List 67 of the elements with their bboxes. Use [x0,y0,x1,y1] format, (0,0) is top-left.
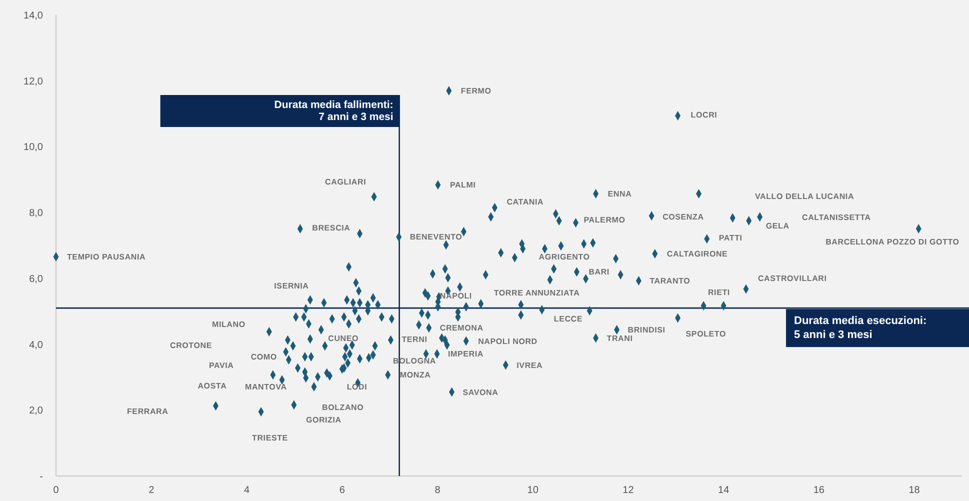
annotation: LOCRI [690,110,718,120]
annotation: MONZA [400,370,431,380]
y-tick-label: - [40,472,43,482]
x-tick-label: 8 [434,485,441,496]
x-tick-label: 14 [718,485,730,496]
annotation: CALTANISSETTA [802,212,871,222]
annotation: LECCE [554,314,583,324]
x-tick-label: 12 [622,485,634,496]
annotation: GELA [766,222,790,231]
annotation: CALTAGIRONE [666,250,728,259]
annotation: AGRIGENTO [538,252,590,262]
x-tick-label: 10 [527,485,539,496]
x-tick-label: 18 [908,485,920,496]
annotation: TRIESTE [252,434,288,443]
annotation: PALMI [450,180,476,190]
ref-line-label: Durata media fallimenti: 7 anni e 3 mesi [274,99,394,123]
annotation: TEMPIO PAUSANIA [67,252,146,262]
annotation: CUNEO [328,334,359,343]
annotation: LODI [346,382,368,392]
annotation: CAGLIARI [325,178,366,187]
annotation: IMPERIA [448,350,484,359]
x-tick-label: 6 [339,485,346,496]
ref-line-label: Durata media esecuzioni: 5 anni e 3 mesi [794,315,927,342]
annotation: BOLZANO [322,402,364,412]
annotation: VALLO DELLA LUCANIA [755,192,854,201]
annotation: BRINDISI [628,326,666,335]
y-tick-label: 8,0 [29,208,44,220]
y-tick-label: 12,0 [24,76,44,88]
annotation: TERNI [402,334,428,344]
annotation: BARCELLONA POZZO DI GOTTO [826,238,960,247]
annotation: BARI [588,268,610,277]
x-tick-label: 4 [244,485,250,496]
x-tick-label: 0 [53,485,60,496]
annotation: TRANI [606,334,633,343]
y-tick-label: 10,0 [24,142,44,154]
annotation: SPOLETO [686,330,726,339]
annotation: RIETI [708,288,730,297]
annotation: ENNA [608,190,632,199]
annotation: PATTI [718,234,742,243]
annotation: CREMONA [440,324,484,333]
annotation: PAVIA [209,360,234,370]
annotation: MANTOVA [245,382,287,392]
annotation: CASTROVILLARI [758,274,827,283]
annotation: BRESCIA [312,224,350,233]
annotation: CATANIA [506,197,544,206]
annotation: FERMO [460,86,492,96]
y-tick-label: 4,0 [29,340,44,351]
y-tick-label: 14,0 [24,10,44,22]
annotation: SAVONA [462,388,498,397]
x-tick-label: 16 [813,485,825,496]
y-tick-label: 2,0 [29,406,44,417]
annotation: CROTONE [170,340,212,350]
x-tick-label: 2 [148,485,155,496]
y-tick-label: 6,0 [29,274,44,285]
annotation: COSENZA [662,212,704,222]
annotation: IVREA [516,360,543,370]
annotation: FERRARA [127,406,168,416]
annotation: AOSTA [198,382,227,391]
annotation: ISERNIA [274,282,309,291]
annotation: TORRE ANNUNZIATA [494,288,580,298]
annotation: MILANO [212,320,246,329]
annotation: BENEVENTO [410,232,462,242]
annotation: NAPOLI NORD [478,336,538,346]
annotation: COMO [250,352,277,362]
annotation: GORIZIA [306,416,342,425]
annotation: TARANTO [650,276,690,286]
annotation: PALERMO [584,216,626,225]
